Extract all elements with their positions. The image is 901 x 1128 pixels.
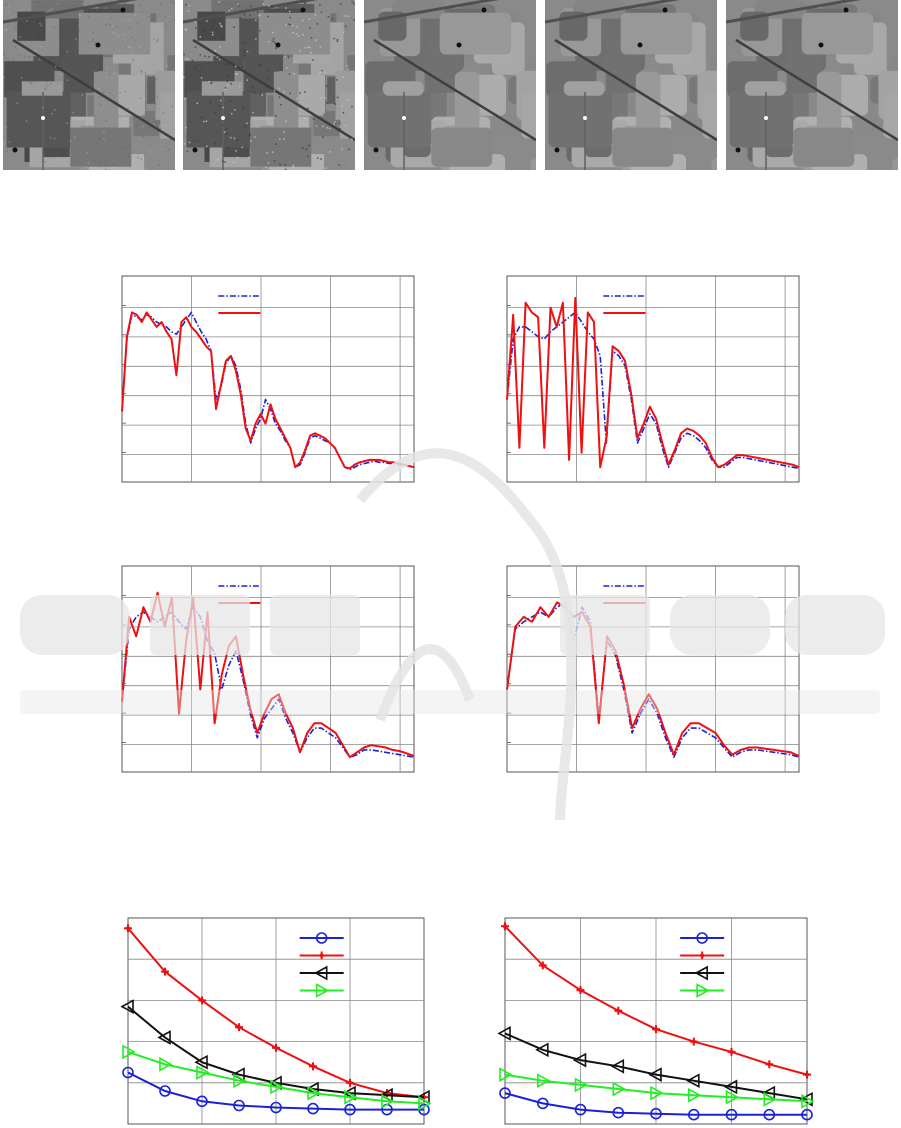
marker-triangle-right xyxy=(574,1077,589,1093)
plot-frame xyxy=(121,565,415,773)
marker-star xyxy=(161,967,169,976)
plot-frame xyxy=(121,275,415,483)
marker-triangle-right xyxy=(418,1096,432,1111)
marker-triangle-left xyxy=(314,965,328,981)
marker-star xyxy=(501,922,509,931)
thumbnail-restored-1 xyxy=(364,0,536,170)
series-line xyxy=(504,1032,808,1101)
spectrum-plot-mid-right xyxy=(506,565,800,773)
marker-triangle-right xyxy=(381,1093,395,1109)
marker-circle xyxy=(696,932,708,944)
marker-triangle-left xyxy=(686,1073,700,1089)
marker-circle xyxy=(574,1103,587,1116)
marker-triangle-right xyxy=(499,1067,513,1082)
marker-circle xyxy=(122,1066,134,1079)
marker-star xyxy=(689,1037,698,1046)
marker-triangle-right xyxy=(196,1065,210,1080)
series-line-blue xyxy=(506,311,800,470)
marker-triangle-left xyxy=(157,1030,171,1045)
marker-triangle-left xyxy=(610,1058,625,1074)
series-line xyxy=(127,1071,424,1111)
marker-triangle-left xyxy=(120,999,134,1014)
marker-circle xyxy=(233,1099,245,1112)
marker-triangle-right xyxy=(763,1091,777,1107)
marker-triangle-left xyxy=(194,1054,208,1070)
series-line xyxy=(504,1092,807,1116)
plot-frame xyxy=(506,275,800,483)
marker-circle xyxy=(196,1095,208,1108)
error-plot-right xyxy=(497,917,815,1125)
marker-star xyxy=(346,1078,354,1087)
marker-circle xyxy=(612,1106,625,1119)
marker-triangle-right xyxy=(315,983,330,998)
plot-frame xyxy=(506,565,800,773)
marker-circle xyxy=(763,1108,776,1121)
marker-triangle-right xyxy=(696,983,710,998)
marker-triangle-left xyxy=(723,1079,738,1095)
marker-triangle-right xyxy=(688,1087,702,1103)
thumbnail-restored-2 xyxy=(545,0,717,170)
series-line xyxy=(127,1050,425,1105)
marker-triangle-left xyxy=(799,1091,813,1107)
marker-triangle-right xyxy=(725,1089,740,1105)
marker-triangle-right xyxy=(344,1089,358,1105)
marker-star xyxy=(317,951,326,960)
marker-star xyxy=(272,1043,280,1052)
marker-triangle-right xyxy=(536,1073,551,1089)
marker-triangle-right xyxy=(801,1093,815,1109)
marker-circle xyxy=(315,932,328,944)
marker-star xyxy=(614,1006,623,1015)
marker-star xyxy=(652,1025,660,1034)
marker-circle xyxy=(801,1108,813,1121)
marker-star xyxy=(698,951,707,960)
marker-triangle-left xyxy=(572,1052,587,1068)
marker-star xyxy=(198,996,206,1005)
spectrum-plot-top-right xyxy=(506,275,800,483)
marker-star xyxy=(576,986,585,995)
marker-star xyxy=(803,1070,811,1079)
marker-triangle-right xyxy=(650,1085,664,1101)
marker-circle xyxy=(307,1102,319,1115)
marker-star xyxy=(727,1047,736,1056)
marker-circle xyxy=(159,1085,171,1097)
thumbnail-noisy xyxy=(183,0,355,170)
marker-triangle-left xyxy=(497,1026,511,1041)
error-plot-left xyxy=(120,917,432,1125)
series-line-red xyxy=(506,296,800,469)
marker-triangle-right xyxy=(270,1079,284,1095)
spectrum-plot-top-left xyxy=(121,275,415,483)
marker-triangle-right xyxy=(233,1073,247,1089)
marker-star xyxy=(309,1062,317,1071)
marker-circle xyxy=(499,1087,511,1099)
marker-star xyxy=(124,924,132,933)
thumbnail-restored-3 xyxy=(726,0,898,170)
marker-circle xyxy=(725,1108,738,1121)
marker-circle xyxy=(688,1108,700,1121)
marker-triangle-right xyxy=(307,1085,321,1101)
marker-star xyxy=(235,1023,243,1032)
series-line xyxy=(504,1073,808,1103)
marker-triangle-left xyxy=(535,1042,549,1058)
marker-triangle-right xyxy=(159,1056,173,1072)
thumbnail-original xyxy=(3,0,175,170)
marker-triangle-left xyxy=(694,965,708,981)
marker-triangle-right xyxy=(122,1044,136,1060)
marker-triangle-left xyxy=(342,1085,356,1101)
spectrum-plot-mid-left xyxy=(121,565,415,773)
marker-circle xyxy=(536,1097,549,1110)
marker-circle xyxy=(344,1103,356,1116)
marker-star xyxy=(765,1060,774,1069)
marker-circle xyxy=(650,1107,662,1120)
marker-triangle-left xyxy=(648,1067,662,1082)
marker-circle xyxy=(270,1101,282,1114)
marker-triangle-left xyxy=(268,1075,282,1091)
marker-triangle-right xyxy=(612,1081,626,1097)
marker-star xyxy=(538,961,547,970)
marker-triangle-left xyxy=(305,1081,319,1097)
